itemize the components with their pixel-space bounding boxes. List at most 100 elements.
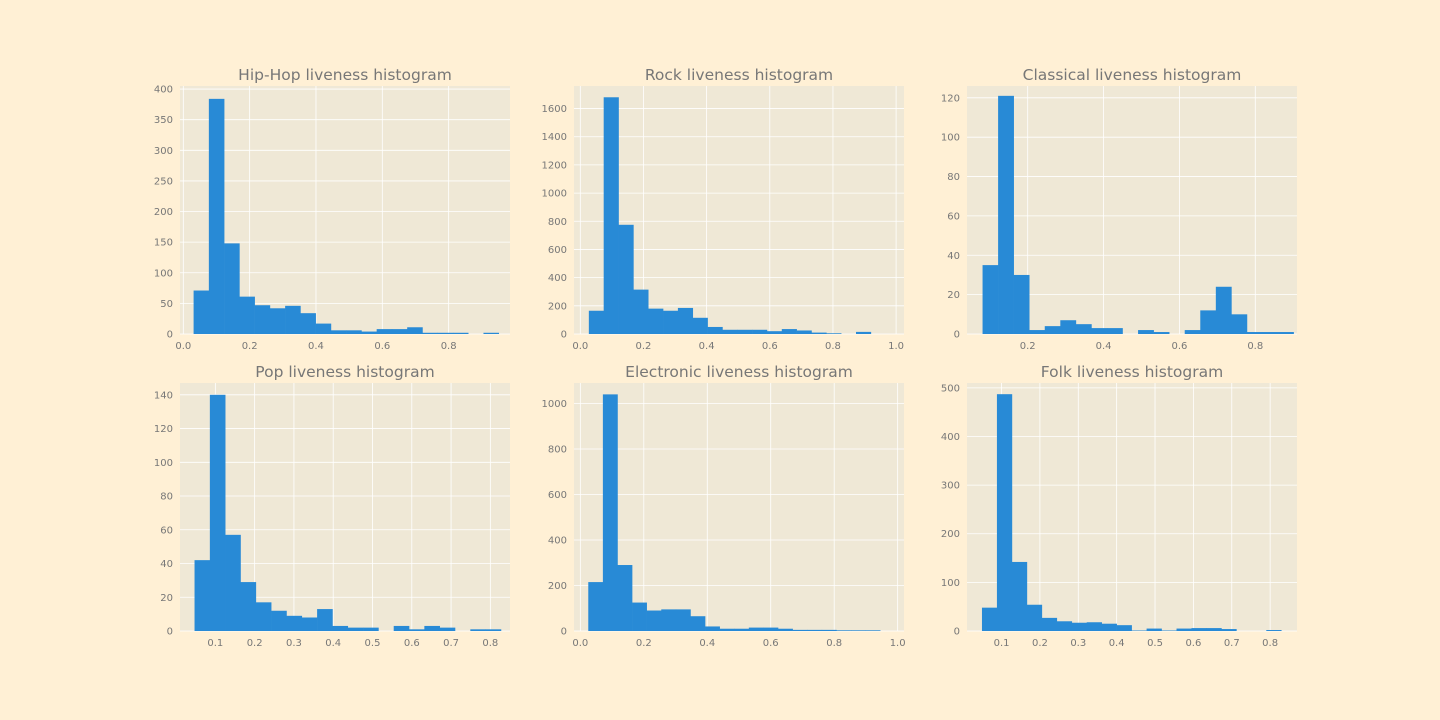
- y-tick-label: 0: [167, 627, 173, 638]
- y-tick-label: 1000: [542, 189, 567, 200]
- chart-title: Pop liveness histogram: [255, 363, 434, 381]
- y-tick-label: 80: [160, 492, 173, 503]
- histogram-bar: [602, 394, 618, 631]
- y-tick-label: 20: [160, 593, 173, 604]
- histogram-bar: [1200, 310, 1217, 334]
- y-tick-label: 120: [941, 93, 960, 104]
- histogram-bar: [1153, 332, 1170, 334]
- histogram-bar: [209, 394, 226, 631]
- x-tick-label: 0.3: [286, 638, 302, 649]
- histogram-bar: [663, 310, 679, 334]
- histogram-bar: [1231, 314, 1248, 334]
- y-tick-label: 60: [160, 525, 173, 536]
- chart-title: Rock liveness histogram: [645, 66, 833, 84]
- x-tick-label: 0.0: [175, 341, 191, 352]
- y-tick-label: 400: [154, 85, 173, 96]
- histogram-bar: [781, 329, 797, 334]
- histogram-bar: [1116, 625, 1132, 631]
- y-tick-label: 600: [548, 490, 567, 501]
- y-tick-label: 1000: [542, 399, 567, 410]
- histogram-bar: [588, 582, 604, 631]
- histogram-bar: [452, 332, 469, 334]
- x-tick-label: 0.8: [482, 638, 498, 649]
- histogram-bar: [677, 307, 694, 334]
- histogram-bar: [632, 602, 647, 631]
- histogram-bar: [1013, 274, 1030, 334]
- histogram-bar: [1215, 286, 1232, 334]
- histogram-bar: [1262, 332, 1279, 334]
- x-tick-label: 0.6: [762, 341, 778, 352]
- histogram-bar: [1041, 617, 1058, 631]
- histogram-bar: [734, 628, 750, 631]
- y-tick-label: 350: [154, 115, 173, 126]
- chart-title: Electronic liveness histogram: [625, 363, 853, 381]
- histogram-bar: [271, 610, 287, 631]
- y-tick-label: 200: [154, 207, 173, 218]
- histogram-bar: [811, 332, 827, 334]
- histogram-panel-1: 0.0 0.2 0.4 0.6 0.8 1.0 0 200 400 600 800 1000 1200 1…: [542, 66, 905, 352]
- histogram-bar: [792, 629, 808, 631]
- histogram-bar: [617, 565, 633, 631]
- histogram-bar: [439, 627, 456, 631]
- histogram-bar: [224, 243, 240, 334]
- x-tick-label: 0.6: [763, 638, 779, 649]
- y-tick-label: 800: [548, 217, 567, 228]
- y-tick-label: 120: [154, 424, 173, 435]
- histogram-bar: [1206, 628, 1222, 631]
- histogram-bar: [315, 323, 332, 334]
- x-tick-label: 0.0: [572, 341, 588, 352]
- x-tick-label: 0.6: [374, 341, 390, 352]
- y-tick-label: 100: [941, 578, 960, 589]
- histogram-bar: [255, 602, 272, 631]
- x-tick-label: 0.7: [1224, 638, 1240, 649]
- chart-title: Classical liveness histogram: [1023, 66, 1242, 84]
- histogram-bar: [407, 327, 423, 334]
- histogram-bar: [363, 627, 379, 631]
- y-tick-label: 200: [548, 581, 567, 592]
- histogram-bar: [981, 607, 998, 631]
- histogram-bar: [722, 329, 738, 334]
- x-tick-label: 0.4: [308, 341, 324, 352]
- histogram-bar: [1191, 628, 1207, 631]
- y-tick-label: 1600: [542, 104, 567, 115]
- histogram-bar: [376, 329, 393, 334]
- histogram-bar: [856, 331, 872, 334]
- y-tick-label: 400: [548, 535, 567, 546]
- histogram-bar: [393, 625, 410, 631]
- y-tick-label: 250: [154, 176, 173, 187]
- histogram-bar: [1056, 621, 1073, 631]
- histogram-bar: [998, 95, 1014, 334]
- x-tick-label: 0.6: [404, 638, 420, 649]
- x-tick-label: 0.2: [1020, 341, 1036, 352]
- histogram-panel-3: 0.1 0.2 0.3 0.4 0.5 0.6 0.7 0.8 0 20 40 60 80 100 120 1…: [154, 363, 510, 649]
- chart-title: Hip-Hop liveness histogram: [238, 66, 452, 84]
- histogram-bar: [778, 628, 793, 631]
- y-tick-label: 60: [947, 211, 960, 222]
- histogram-bar: [618, 224, 634, 334]
- y-tick-label: 0: [167, 330, 173, 341]
- y-tick-label: 100: [154, 268, 173, 279]
- histogram-panel-5: 0.1 0.2 0.3 0.4 0.5 0.6 0.7 0.8 0 100 200 300 400 500…: [941, 363, 1297, 649]
- histogram-bar: [240, 582, 257, 631]
- histogram-bar: [483, 332, 500, 334]
- histogram-bar: [648, 308, 664, 334]
- histogram-bar: [1086, 622, 1102, 631]
- x-tick-label: 0.4: [699, 638, 715, 649]
- y-tick-label: 0: [561, 627, 567, 638]
- x-tick-label: 1.0: [888, 341, 904, 352]
- histogram-bar: [424, 625, 440, 631]
- histogram-bar: [633, 289, 649, 334]
- histogram-panel-0: 0.0 0.2 0.4 0.6 0.8 0 50 100 150 200 250 300 350 400 H…: [154, 66, 510, 352]
- y-tick-label: 400: [941, 432, 960, 443]
- y-tick-label: 150: [154, 238, 173, 249]
- histogram-bar: [285, 305, 301, 334]
- x-tick-label: 0.8: [826, 638, 842, 649]
- histogram-bar: [865, 630, 881, 631]
- histogram-bar: [807, 629, 823, 631]
- x-tick-label: 0.8: [441, 341, 457, 352]
- x-tick-label: 0.0: [572, 638, 588, 649]
- histogram-bar: [1146, 628, 1162, 631]
- histogram-bar: [346, 330, 362, 334]
- x-tick-label: 0.8: [825, 341, 841, 352]
- x-tick-label: 0.5: [365, 638, 381, 649]
